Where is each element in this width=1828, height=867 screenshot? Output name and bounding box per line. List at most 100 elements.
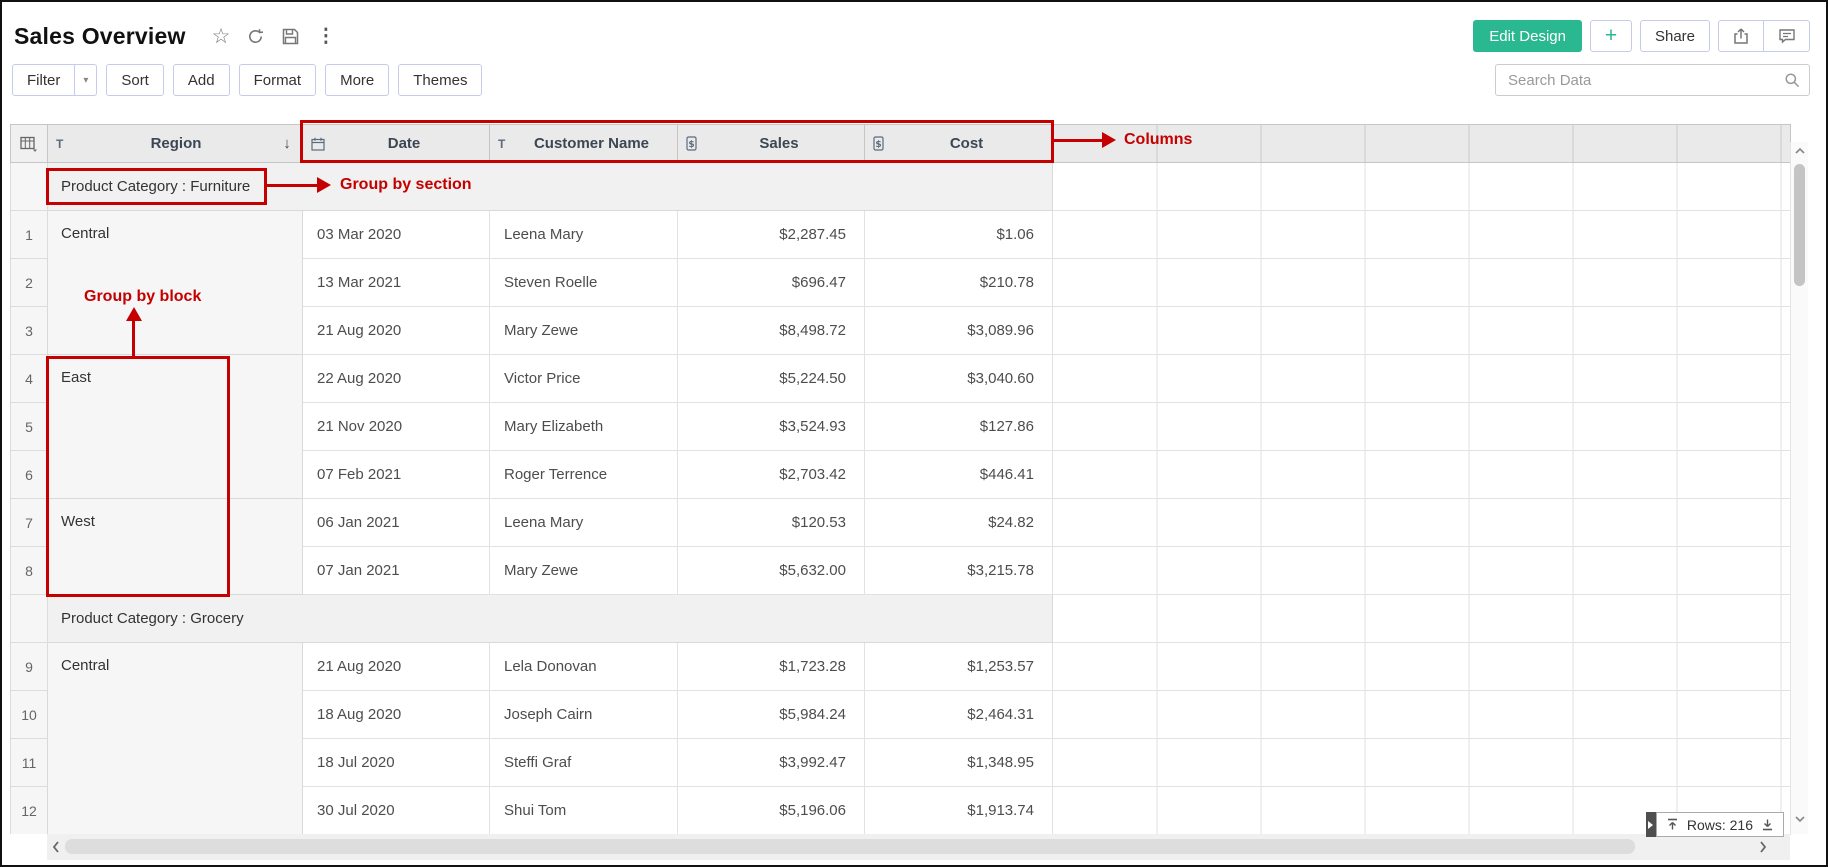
customer-cell[interactable]: Mary Elizabeth	[489, 402, 678, 451]
rows-widget-handle[interactable]	[1645, 812, 1656, 837]
cost-cell[interactable]: $1,253.57	[864, 642, 1053, 691]
customer-cell[interactable]: Mary Zewe	[489, 546, 678, 595]
cost-cell[interactable]: $446.41	[864, 450, 1053, 499]
customer-cell[interactable]: Shui Tom	[489, 786, 678, 835]
date-cell[interactable]: 21 Nov 2020	[302, 402, 490, 451]
scroll-up-icon[interactable]	[1794, 146, 1806, 156]
customer-cell[interactable]: Leena Mary	[489, 498, 678, 547]
column-header-region[interactable]: T Region ↓	[47, 124, 303, 163]
annotation-arrowhead-group-block	[126, 307, 142, 321]
scroll-to-top-icon[interactable]	[1666, 818, 1679, 831]
date-cell[interactable]: 03 Mar 2020	[302, 210, 490, 259]
region-cell[interactable]: West	[47, 498, 303, 595]
sales-cell[interactable]: $3,992.47	[677, 738, 865, 787]
group-section-label[interactable]: Product Category : Grocery	[47, 594, 1053, 643]
add-button[interactable]: Add	[172, 64, 230, 96]
customer-cell[interactable]: Steffi Graf	[489, 738, 678, 787]
sales-cell[interactable]: $120.53	[677, 498, 865, 547]
empty-cells	[1052, 642, 1791, 691]
region-cell[interactable]: Central	[47, 642, 303, 835]
customer-cell[interactable]: Victor Price	[489, 354, 678, 403]
cost-cell[interactable]: $1.06	[864, 210, 1053, 259]
customer-cell[interactable]: Lela Donovan	[489, 642, 678, 691]
comments-button[interactable]	[1764, 20, 1810, 52]
search-input[interactable]	[1495, 64, 1810, 96]
date-cell[interactable]: 07 Feb 2021	[302, 450, 490, 499]
date-cell[interactable]: 13 Mar 2021	[302, 258, 490, 307]
vertical-scrollbar[interactable]	[1790, 142, 1808, 834]
refresh-icon[interactable]	[246, 27, 265, 46]
cost-cell[interactable]: $3,089.96	[864, 306, 1053, 355]
add-new-button[interactable]: +	[1589, 20, 1632, 52]
cost-cell[interactable]: $2,464.31	[864, 690, 1053, 739]
customer-cell[interactable]: Joseph Cairn	[489, 690, 678, 739]
horizontal-scrollbar-thumb[interactable]	[65, 839, 1635, 854]
region-cell[interactable]: East	[47, 354, 303, 499]
cost-cell[interactable]: $1,913.74	[864, 786, 1053, 835]
date-cell[interactable]: 22 Aug 2020	[302, 354, 490, 403]
cost-cell[interactable]: $127.86	[864, 402, 1053, 451]
sales-cell[interactable]: $2,703.42	[677, 450, 865, 499]
empty-cells	[1052, 162, 1791, 211]
format-button[interactable]: Format	[238, 64, 317, 96]
row-number: 1	[10, 210, 48, 259]
themes-button[interactable]: Themes	[398, 64, 483, 96]
export-button[interactable]	[1718, 20, 1764, 52]
row-number: 4	[10, 354, 48, 403]
annotation-arrowhead-group-section	[317, 177, 331, 193]
date-cell[interactable]: 21 Aug 2020	[302, 306, 490, 355]
sort-descending-icon[interactable]: ↓	[283, 135, 291, 152]
search-box	[1495, 64, 1810, 96]
column-header-customer[interactable]: T Customer Name	[489, 124, 678, 163]
horizontal-scrollbar[interactable]	[47, 834, 1790, 860]
annotation-box-group-block	[46, 356, 230, 597]
customer-cell[interactable]: Mary Zewe	[489, 306, 678, 355]
search-icon[interactable]	[1784, 72, 1800, 93]
sales-cell[interactable]: $3,524.93	[677, 402, 865, 451]
sales-cell[interactable]: $1,723.28	[677, 642, 865, 691]
customer-cell[interactable]: Leena Mary	[489, 210, 678, 259]
column-header-sales[interactable]: $ Sales	[677, 124, 865, 163]
cost-cell[interactable]: $3,215.78	[864, 546, 1053, 595]
cost-cell[interactable]: $1,348.95	[864, 738, 1053, 787]
filter-dropdown-button[interactable]: ▾	[75, 64, 98, 96]
sales-cell[interactable]: $2,287.45	[677, 210, 865, 259]
date-cell[interactable]: 21 Aug 2020	[302, 642, 490, 691]
cost-cell[interactable]: $3,040.60	[864, 354, 1053, 403]
table-row: 9 Central 21 Aug 2020 Lela Donovan $1,72…	[10, 642, 1791, 835]
date-cell[interactable]: 06 Jan 2021	[302, 498, 490, 547]
select-all-cell[interactable]	[10, 124, 48, 163]
currency-type-icon: $	[686, 136, 702, 151]
scroll-to-bottom-icon[interactable]	[1761, 818, 1774, 831]
scroll-right-icon[interactable]	[1758, 840, 1768, 854]
cost-cell[interactable]: $210.78	[864, 258, 1053, 307]
vertical-scrollbar-thumb[interactable]	[1794, 164, 1805, 286]
save-icon[interactable]	[281, 27, 300, 46]
column-label: Region	[150, 135, 202, 152]
sales-cell[interactable]: $5,196.06	[677, 786, 865, 835]
share-button[interactable]: Share	[1639, 20, 1710, 52]
date-cell[interactable]: 30 Jul 2020	[302, 786, 490, 835]
region-cell[interactable]: Central	[47, 210, 303, 355]
row-number: 8	[10, 546, 48, 595]
cost-cell[interactable]: $24.82	[864, 498, 1053, 547]
favorite-star-icon[interactable]: ☆	[211, 24, 231, 48]
edit-design-button[interactable]: Edit Design	[1473, 20, 1582, 52]
date-cell[interactable]: 07 Jan 2021	[302, 546, 490, 595]
sort-button[interactable]: Sort	[106, 64, 164, 96]
sales-cell[interactable]: $8,498.72	[677, 306, 865, 355]
date-cell[interactable]: 18 Jul 2020	[302, 738, 490, 787]
sales-cell[interactable]: $5,984.24	[677, 690, 865, 739]
scroll-left-icon[interactable]	[51, 840, 61, 854]
filter-button[interactable]: Filter	[12, 64, 76, 96]
more-options-icon[interactable]: ⋮	[316, 25, 336, 47]
date-cell[interactable]: 18 Aug 2020	[302, 690, 490, 739]
sales-cell[interactable]: $5,632.00	[677, 546, 865, 595]
customer-cell[interactable]: Roger Terrence	[489, 450, 678, 499]
column-header-cost[interactable]: $ Cost	[864, 124, 1053, 163]
sales-cell[interactable]: $696.47	[677, 258, 865, 307]
more-button[interactable]: More	[325, 64, 390, 96]
scroll-down-icon[interactable]	[1794, 814, 1806, 824]
sales-cell[interactable]: $5,224.50	[677, 354, 865, 403]
customer-cell[interactable]: Steven Roelle	[489, 258, 678, 307]
